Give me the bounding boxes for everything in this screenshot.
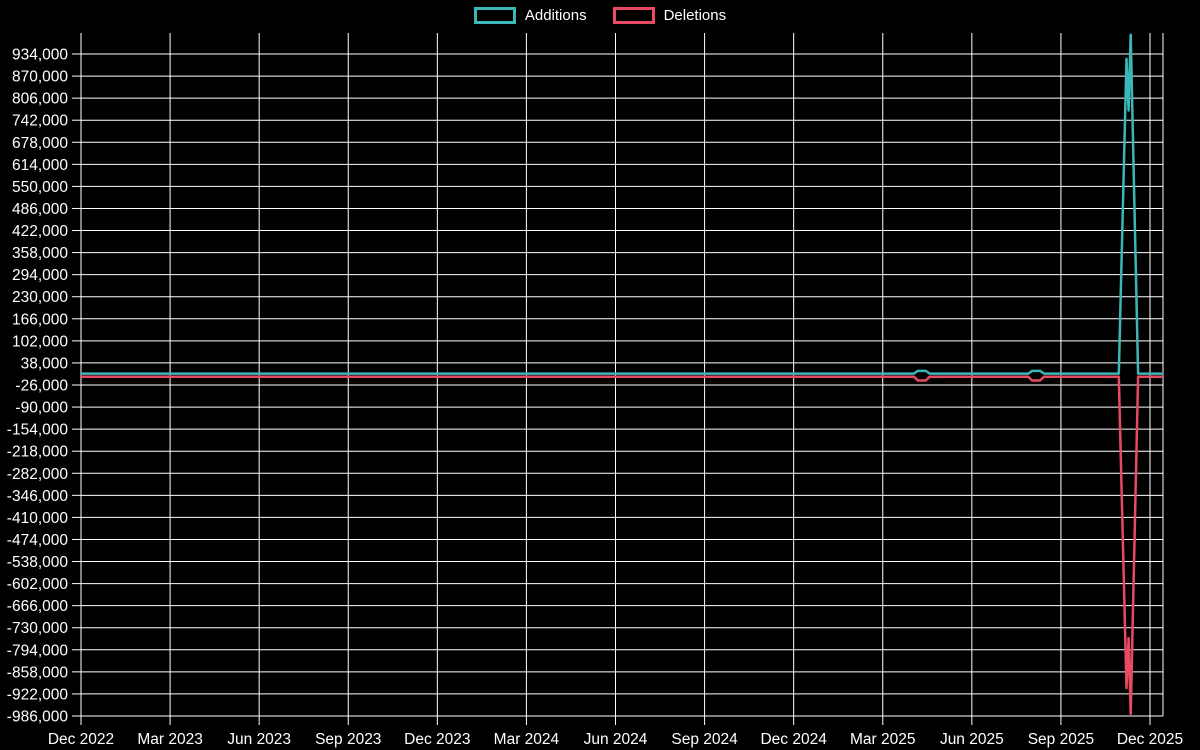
y-axis-labels: 934,000 870,000 806,000 742,000 678,000 614,0…: [7, 47, 69, 726]
y-tick-label: -858,000: [7, 664, 69, 681]
y-tick-label: -154,000: [7, 422, 69, 439]
y-tick-label: 806,000: [12, 91, 68, 108]
legend-label: Additions: [524, 7, 587, 24]
x-tick-label: Sep 2025: [1028, 731, 1094, 748]
axis-ticks: [72, 53, 1151, 725]
y-tick-label: -730,000: [7, 620, 69, 637]
y-tick-label: -410,000: [7, 510, 69, 527]
x-tick-label: Jun 2024: [584, 731, 648, 748]
y-tick-label: -666,000: [7, 598, 69, 615]
y-tick-label: -90,000: [15, 400, 68, 417]
y-tick-label: -346,000: [7, 488, 69, 505]
y-tick-label: 294,000: [12, 267, 68, 284]
additions-line[interactable]: [81, 33, 1164, 375]
y-tick-label: -922,000: [7, 686, 69, 703]
y-tick-label: -26,000: [15, 378, 68, 395]
x-tick-label: Dec 2024: [760, 731, 827, 748]
y-tick-label: 678,000: [12, 135, 68, 152]
y-tick-label: 550,000: [12, 179, 68, 196]
y-tick-label: -474,000: [7, 532, 69, 549]
y-tick-label: 934,000: [12, 47, 68, 64]
x-tick-label: Dec 2023: [404, 731, 470, 748]
x-tick-label: Jun 2023: [227, 731, 291, 748]
y-tick-label: 486,000: [12, 201, 68, 218]
y-tick-label: -794,000: [7, 642, 69, 659]
x-tick-label: Jun 2025: [940, 731, 1004, 748]
deletions-line[interactable]: [81, 375, 1164, 716]
y-tick-label: -986,000: [7, 709, 69, 726]
x-axis-labels: Dec 2022 Mar 2023 Jun 2023 Sep 2023 Dec 2023…: [48, 731, 1183, 748]
y-tick-label: 422,000: [12, 223, 68, 240]
legend-swatch-icon: [473, 7, 516, 24]
legend-label: Deletions: [663, 7, 727, 24]
y-tick-label: 614,000: [12, 157, 68, 174]
x-tick-label: Dec 2022: [48, 731, 114, 748]
x-tick-label: Mar 2023: [137, 731, 202, 748]
y-tick-label: -218,000: [7, 444, 69, 461]
y-tick-label: 742,000: [12, 113, 68, 130]
y-tick-label: 358,000: [12, 245, 68, 262]
y-tick-label: 38,000: [21, 355, 69, 372]
y-tick-label: -282,000: [7, 466, 69, 483]
y-tick-label: 166,000: [12, 311, 68, 328]
x-tick-label: Mar 2024: [494, 731, 560, 748]
x-tick-label: Dec 2025: [1117, 731, 1183, 748]
legend-swatch-icon: [612, 7, 655, 24]
y-tick-label: 230,000: [12, 289, 68, 306]
x-tick-label: Mar 2025: [850, 731, 915, 748]
y-tick-label: -602,000: [7, 576, 69, 593]
y-tick-label: -538,000: [7, 554, 69, 571]
chart-legend: Additions Deletions: [0, 7, 1200, 24]
y-tick-label: 870,000: [12, 69, 68, 86]
x-tick-label: Sep 2023: [315, 731, 381, 748]
y-tick-label: 102,000: [12, 333, 68, 350]
legend-item-additions[interactable]: Additions: [473, 7, 587, 24]
legend-item-deletions[interactable]: Deletions: [612, 7, 727, 24]
x-tick-label: Sep 2024: [671, 731, 738, 748]
